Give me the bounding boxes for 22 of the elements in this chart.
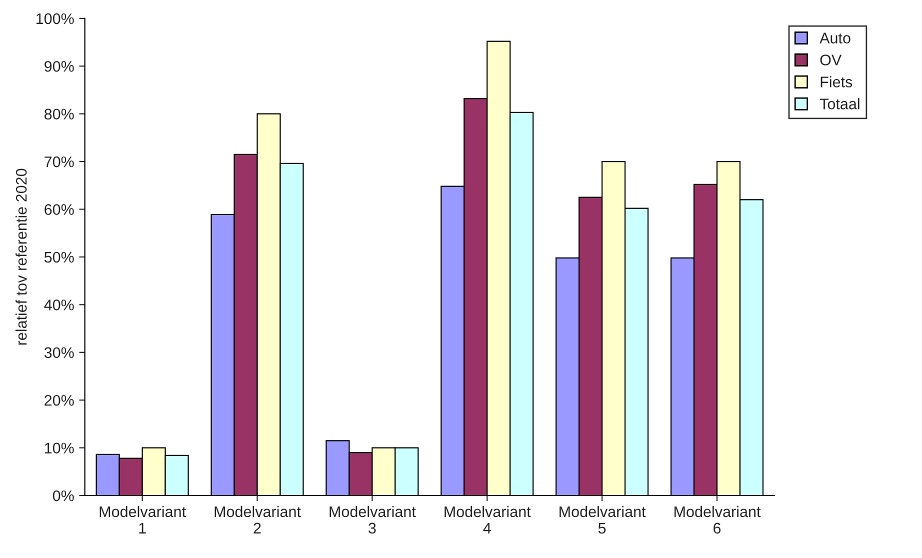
- y-tick-label: 80%: [44, 108, 74, 120]
- x-tick-label: Modelvariant 2: [214, 506, 301, 534]
- x-tick-label: Modelvariant 5: [560, 506, 646, 534]
- legend-label: Fiets: [820, 76, 852, 88]
- x-tick-label: Modelvariant 3: [330, 506, 416, 534]
- legend-label: Totaal: [820, 98, 860, 110]
- x-tick-label: Modelvariant 4: [444, 506, 531, 534]
- y-tick-label: 60%: [44, 204, 74, 215]
- y-tick-label: 100%: [36, 13, 74, 24]
- y-axis-title: relatief tov referentie 2020: [16, 168, 27, 345]
- x-tick-label: Modelvariant 1: [100, 506, 186, 534]
- y-tick-label: 10%: [44, 442, 74, 454]
- y-tick-label: 40%: [44, 300, 74, 310]
- y-tick-label: 20%: [44, 394, 74, 406]
- y-tick-label: 0%: [52, 490, 74, 502]
- y-tick-label: 30%: [44, 347, 74, 358]
- x-tick-label: Modelvariant 6: [674, 506, 761, 534]
- legend-label: Auto: [820, 32, 850, 44]
- y-tick-label: 90%: [44, 60, 74, 72]
- y-tick-label: 70%: [44, 156, 74, 168]
- legend-label: OV: [820, 54, 842, 66]
- y-tick-label: 50%: [44, 252, 74, 263]
